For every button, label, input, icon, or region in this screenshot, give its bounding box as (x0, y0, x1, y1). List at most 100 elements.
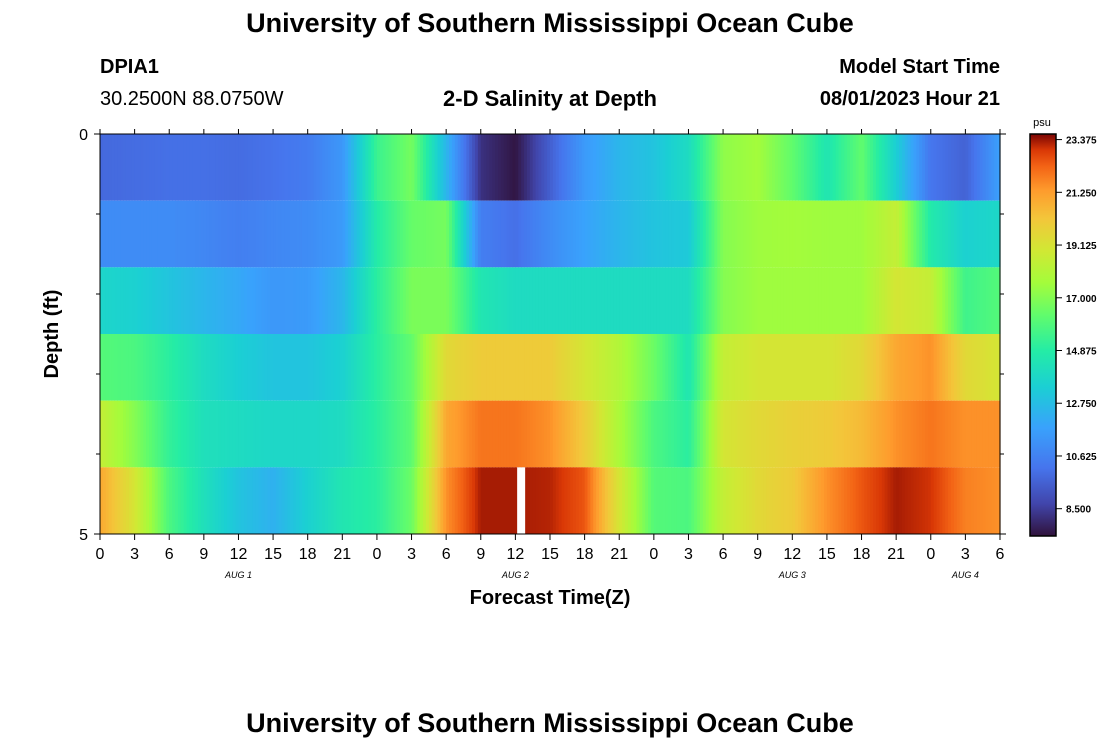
heatmap-cell (267, 134, 271, 201)
heatmap-cell (128, 334, 133, 401)
heatmap-cell (896, 134, 900, 201)
heatmap-cell (861, 267, 866, 334)
heatmap-cell (307, 134, 312, 201)
heatmap-cell (385, 334, 390, 401)
heatmap-cell (653, 467, 658, 534)
heatmap-cell (397, 467, 401, 534)
heatmap-cell (345, 200, 349, 268)
heatmap-cell (599, 400, 603, 468)
heatmap-cell (526, 467, 531, 534)
heatmap-cell (867, 334, 871, 401)
heatmap-cell (544, 400, 548, 468)
heatmap-cell (183, 400, 188, 468)
heatmap-cell (454, 400, 459, 468)
heatmap-cell (832, 200, 837, 268)
heatmap-cell (798, 267, 802, 334)
heatmap-cell (737, 467, 741, 534)
x-tick-label: 21 (610, 546, 628, 563)
heatmap-cell (875, 267, 880, 334)
heatmap-cell (379, 400, 384, 468)
heatmap-cell (636, 200, 641, 268)
heatmap-cell (737, 400, 741, 468)
missing-data (517, 467, 526, 534)
heatmap-cell (252, 467, 257, 534)
heatmap-cell (509, 467, 514, 534)
heatmap-cell (979, 334, 984, 401)
heatmap-cell (270, 400, 274, 468)
heatmap-cell (125, 334, 130, 401)
heatmap-cell (567, 467, 571, 534)
heatmap-cell (757, 200, 762, 268)
heatmap-cell (674, 467, 678, 534)
heatmap-cell (982, 134, 987, 201)
heatmap-cell (570, 267, 574, 334)
heatmap-cell (454, 467, 459, 534)
heatmap-cell (316, 334, 320, 401)
heatmap-cell (650, 400, 655, 468)
heatmap-cell (203, 200, 208, 268)
heatmap-cell (619, 200, 623, 268)
heatmap-cell (102, 334, 107, 401)
heatmap-cell (547, 467, 551, 534)
heatmap-cell (307, 400, 312, 468)
heatmap-cell (166, 334, 170, 401)
heatmap-cell (529, 134, 534, 201)
heatmap-cell (391, 400, 395, 468)
heatmap-cell (356, 400, 361, 468)
heatmap-cell (296, 467, 300, 534)
heatmap-cell (192, 400, 196, 468)
heatmap-cell (564, 334, 568, 401)
heatmap-cell (648, 200, 652, 268)
heatmap-cell (740, 200, 744, 268)
heatmap-cell (835, 400, 840, 468)
heatmap-cell (676, 400, 681, 468)
heatmap-cell (244, 200, 248, 268)
heatmap-cell (287, 200, 291, 268)
heatmap-cell (786, 467, 791, 534)
heatmap-cell (275, 200, 280, 268)
heatmap-cell (835, 334, 840, 401)
heatmap-cell (498, 467, 502, 534)
heatmap-cell (584, 267, 589, 334)
heatmap-cell (192, 200, 196, 268)
heatmap-cell (875, 334, 880, 401)
heatmap-cell (408, 134, 413, 201)
heatmap-cell (480, 400, 485, 468)
heatmap-cell (195, 200, 199, 268)
heatmap-cell (105, 200, 110, 268)
heatmap-cell (374, 134, 378, 201)
heatmap-cell (775, 267, 779, 334)
heatmap-cell (299, 200, 303, 268)
colorbar-gradient (1029, 133, 1057, 537)
heatmap-cell (754, 400, 759, 468)
heatmap-cell (428, 267, 433, 334)
heatmap-cell (180, 134, 185, 201)
heatmap-cell (858, 267, 863, 334)
heatmap-cell (711, 267, 716, 334)
heatmap-cell (858, 467, 863, 534)
heatmap-cell (682, 334, 687, 401)
colorbar-ticks: 23.37521.25019.12517.00014.87512.75010.6… (1056, 136, 1097, 516)
heatmap-cell (555, 400, 560, 468)
colorbar-tick-label: 23.375 (1066, 136, 1097, 147)
heatmap-cell (146, 334, 150, 401)
heatmap-cell (486, 134, 491, 201)
heatmap-cell (590, 134, 594, 201)
heatmap-cell (319, 467, 323, 534)
heatmap-cell (250, 200, 254, 268)
heatmap-cell (769, 267, 773, 334)
day-label: AUG 1 (224, 570, 252, 580)
heatmap-cell (252, 134, 257, 201)
heatmap-cell (723, 134, 727, 201)
heatmap-cell (777, 334, 782, 401)
heatmap-cell (737, 334, 741, 401)
heatmap-cell (838, 200, 842, 268)
heatmap-cell (936, 334, 941, 401)
heatmap-cell (653, 200, 658, 268)
heatmap-cell (434, 134, 439, 201)
heatmap-cell (927, 134, 932, 201)
heatmap-cell (134, 200, 139, 268)
heatmap-cell (982, 334, 987, 401)
heatmap-cell (359, 134, 364, 201)
heatmap-cell (128, 134, 133, 201)
